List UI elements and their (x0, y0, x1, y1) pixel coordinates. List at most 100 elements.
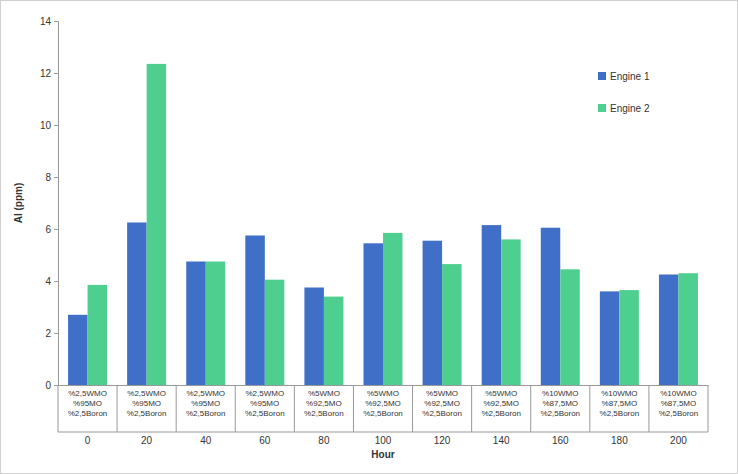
x-tick-label: 180 (611, 435, 628, 446)
bar (364, 243, 384, 385)
y-tick-label: 0 (45, 380, 51, 391)
y-tick: 14 (40, 16, 58, 27)
bar (186, 262, 206, 386)
x-category-label: %2,5Boron (363, 409, 403, 418)
x-category-label: %92,5MO (424, 399, 460, 408)
bar (619, 290, 639, 385)
y-tick-mark (54, 333, 58, 334)
x-category-label: %2,5Boron (481, 409, 521, 418)
x-tick-label: 20 (141, 435, 153, 446)
bar (482, 225, 502, 385)
x-category-label: %95MO (250, 399, 279, 408)
y-tick-mark (54, 385, 58, 386)
x-category-label: %2,5WMO (186, 389, 225, 398)
bar (206, 262, 226, 386)
bar (324, 297, 344, 385)
x-tick-label: 140 (493, 435, 510, 446)
bar (678, 273, 698, 385)
bar (600, 291, 620, 385)
x-category-label: %2,5Boron (186, 409, 226, 418)
x-category-label: %2,5WMO (127, 389, 166, 398)
y-tick-label: 8 (45, 172, 51, 183)
x-tick-label: 80 (318, 435, 330, 446)
bar (68, 315, 88, 385)
chart: 02468101214%2,5WMO%95MO%2,5Boron0%2,5WMO… (0, 0, 738, 474)
y-tick: 8 (45, 172, 58, 183)
x-category-label: %2,5WMO (68, 389, 107, 398)
y-tick: 12 (40, 68, 58, 79)
y-tick: 0 (45, 380, 58, 391)
y-axis-line (54, 22, 59, 386)
x-tick-label: 120 (434, 435, 451, 446)
category-separator (294, 385, 295, 432)
legend-swatch (598, 72, 606, 80)
y-tick-label: 10 (40, 120, 52, 131)
x-category-label: %92,5MO (365, 399, 401, 408)
bar-series (88, 64, 698, 385)
bars (68, 64, 698, 385)
category-separator (530, 385, 531, 432)
y-tick-label: 6 (45, 224, 51, 235)
bar (442, 264, 462, 385)
x-tick-label: 200 (670, 435, 687, 446)
x-category-label: %95MO (191, 399, 220, 408)
x-tick-label: 60 (259, 435, 271, 446)
legend-item: Engine 1 (598, 71, 650, 82)
y-tick: 6 (45, 224, 58, 235)
category-separator (412, 385, 413, 432)
y-tick: 4 (45, 276, 58, 287)
bar (541, 228, 561, 385)
category-separator (353, 385, 354, 432)
y-tick-label: 12 (40, 68, 52, 79)
bar (127, 223, 146, 386)
category-separator (235, 385, 236, 432)
y-tick-mark (54, 21, 58, 22)
x-tick-label: 0 (85, 435, 91, 446)
x-category-label: %2,5Boron (659, 409, 699, 418)
category-separator (176, 385, 177, 432)
x-category-label: %10WMO (660, 389, 696, 398)
x-category-label: %2,5Boron (68, 409, 108, 418)
x-category-label: %87,5MO (602, 399, 638, 408)
x-category-label: %95MO (132, 399, 161, 408)
x-category-label: %2,5Boron (304, 409, 344, 418)
category-separator (648, 385, 649, 432)
y-axis-title: Al (ppm) (13, 183, 24, 224)
x-category-label: %2,5Boron (600, 409, 640, 418)
x-category-label: %5WMO (426, 389, 458, 398)
x-category-table: %2,5WMO%95MO%2,5Boron0%2,5WMO%95MO%2,5Bo… (58, 385, 708, 446)
x-category-label: %10WMO (601, 389, 637, 398)
x-category-label: %2,5WMO (245, 389, 284, 398)
bar (265, 280, 285, 385)
bar (383, 233, 403, 385)
x-category-label: %92,5MO (483, 399, 519, 408)
x-category-label: %92,5MO (306, 399, 342, 408)
bar (147, 64, 167, 385)
bar (245, 236, 265, 386)
x-category-label: %2,5Boron (245, 409, 285, 418)
x-category-label: %87,5MO (661, 399, 697, 408)
y-tick-mark (54, 177, 58, 178)
x-category-label: %87,5MO (542, 399, 578, 408)
x-axis (59, 385, 709, 386)
legend-label: Engine 2 (610, 103, 650, 114)
x-tick-label: 100 (375, 435, 392, 446)
x-category-label: %95MO (73, 399, 102, 408)
y-tick: 2 (45, 328, 58, 339)
x-tick-label: 40 (200, 435, 212, 446)
category-separator (589, 385, 590, 432)
bar (423, 241, 443, 385)
category-separator (471, 385, 472, 432)
legend-label: Engine 1 (610, 71, 650, 82)
y-tick-mark (54, 73, 58, 74)
x-tick-label: 160 (552, 435, 569, 446)
y-tick-label: 4 (45, 276, 51, 287)
plot: 02468101214%2,5WMO%95MO%2,5Boron0%2,5WMO… (40, 16, 709, 446)
legend: Engine 1 Engine 2 (598, 71, 650, 114)
category-table-line (58, 432, 708, 433)
bar (560, 269, 580, 385)
x-category-label: %5WMO (485, 389, 517, 398)
category-separator (708, 385, 709, 432)
y-tick-mark (54, 125, 58, 126)
x-category-label: %2,5Boron (422, 409, 462, 418)
